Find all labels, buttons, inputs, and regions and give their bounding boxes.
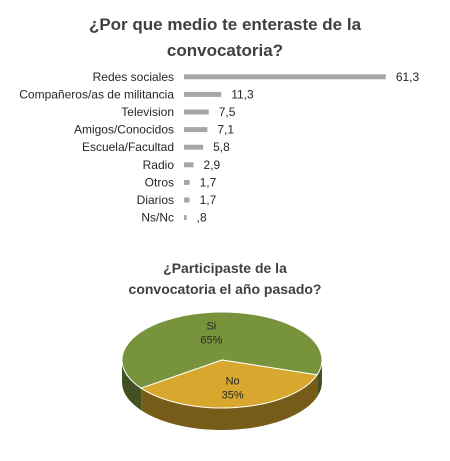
pie-chart-title-line-1: ¿Participaste de la [163, 260, 287, 276]
bar-value-label: ,8 [197, 211, 207, 225]
pie-slice-si [121, 311, 323, 389]
bar-value-label: 7,5 [219, 105, 236, 119]
pie-slice-label: No [226, 375, 240, 387]
bar-category-label: Amigos/Conocidos [74, 123, 174, 137]
bar-category-label: Ns/Nc [141, 211, 174, 225]
bar-value-label: 61,3 [396, 70, 420, 84]
pie-slice-side [317, 360, 322, 397]
bar-category-label: Redes sociales [93, 70, 174, 84]
bar-category-label: Otros [145, 175, 174, 189]
pie-chart-title-line-2: convocatoria el año pasado? [128, 281, 322, 297]
pie-slice-side [141, 374, 318, 430]
bar-value-label: 5,8 [213, 140, 230, 154]
bar-category-label: Escuela/Facultad [82, 140, 174, 154]
pie-slice-label: Si [206, 321, 216, 333]
bar-value-label: 7,1 [217, 123, 234, 137]
bar-category-label: Compañeros/as de militancia [19, 87, 174, 101]
bar [184, 215, 187, 221]
bar-value-label: 2,9 [204, 158, 221, 172]
bar-chart-title-line-1: ¿Por que medio te enteraste de la [88, 15, 362, 34]
bar-value-label: 1,7 [200, 175, 217, 189]
bar [184, 162, 194, 168]
bar [184, 197, 190, 203]
bar [184, 179, 190, 185]
bar-chart-title: ¿Por que medio te enteraste de la convoc… [0, 12, 450, 64]
bar [184, 109, 209, 115]
bar-category-label: Television [121, 105, 174, 119]
bar-category-label: Diarios [137, 193, 174, 207]
bar-category-label: Radio [143, 158, 175, 172]
pie-chart-title: ¿Participaste de la convocatoria el año … [0, 258, 450, 300]
pie-slice-side [122, 360, 142, 411]
pie-slice-value-label: 65% [200, 335, 222, 347]
pie-slice-no [139, 359, 318, 409]
bar [184, 74, 386, 80]
bar [184, 127, 208, 133]
bar-chart-title-line-2: convocatoria? [166, 41, 284, 60]
bar-value-label: 1,7 [200, 193, 217, 207]
bar [184, 144, 204, 150]
pie-slice-value-label: 35% [222, 389, 244, 401]
bar-value-label: 11,3 [231, 87, 254, 101]
bar [184, 91, 222, 97]
